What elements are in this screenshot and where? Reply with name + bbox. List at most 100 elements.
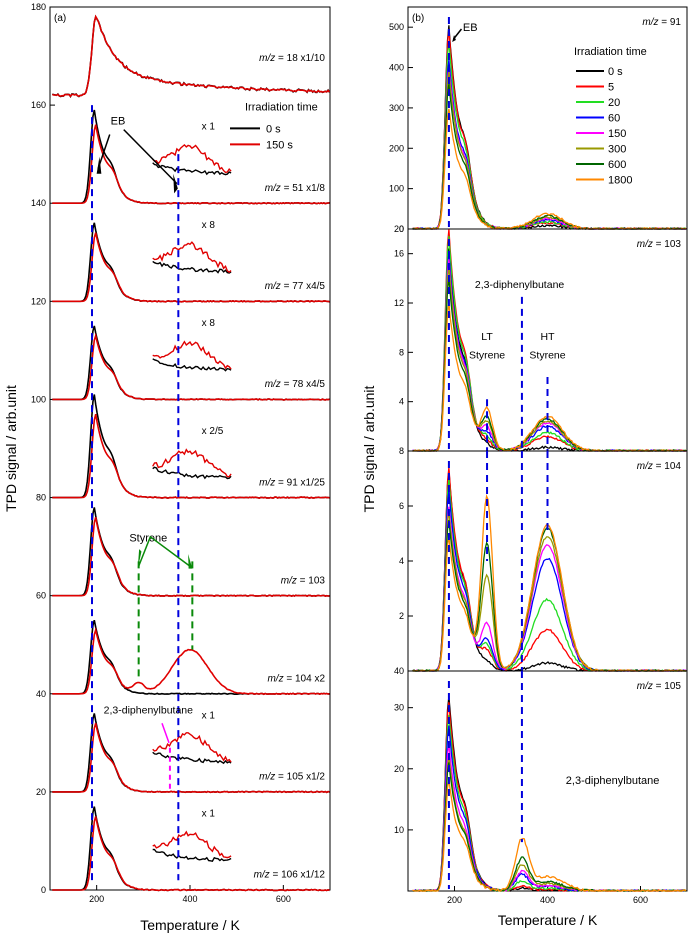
series-line-20: [412, 714, 687, 892]
trace-label-value: = 103: [297, 575, 326, 586]
subplot-label-mz: m/z: [637, 681, 653, 692]
y-tick-label: 4: [399, 556, 404, 566]
subplot-2: 2 4 6 40 m/z = 104: [394, 450, 688, 676]
legend-label: 150: [608, 128, 626, 140]
trace-label-value: = 18 x1/10: [275, 53, 325, 64]
eb-arrow-head: [96, 156, 102, 174]
inset-factor-label: x 1: [202, 122, 216, 133]
subplot-1: 4 8 12 16 8 m/z = 103 2,3-diphenylbutane LT Styr…: [394, 228, 688, 456]
legend-label: 0 s: [608, 66, 623, 78]
trace-label-mz: m/z: [267, 674, 283, 685]
series-line-150s: [52, 232, 330, 303]
y-tick-label: 60: [36, 591, 46, 601]
inset-factor-label: x 8: [202, 220, 216, 231]
series-line-150s: [52, 414, 330, 499]
subplot-label: m/z = 104: [637, 461, 682, 472]
y-tick-label: 160: [31, 100, 46, 110]
x-tick-label: 200: [89, 894, 104, 904]
x-tick-label: 400: [182, 894, 197, 904]
inset-factor-label: x 2/5: [202, 426, 224, 437]
trace-label-mz: m/z: [265, 379, 281, 390]
subplot-label-mz: m/z: [642, 17, 658, 28]
y-tick-label: 20: [394, 764, 404, 774]
legend-title: Irradiation time: [574, 46, 647, 58]
trace-label-mz: m/z: [259, 53, 275, 64]
y-tick-label: 8: [399, 347, 404, 357]
x-tick-label: 600: [633, 895, 648, 905]
series-line-150s: [52, 14, 331, 98]
series-line-150s: [52, 124, 330, 205]
subplot-label-value: = 91: [658, 17, 681, 28]
trace-label-value: = 91 x1/25: [275, 477, 325, 488]
trace-label-mz: m/z: [259, 477, 275, 488]
y-tick-label: 500: [389, 22, 404, 32]
x-tick-label: 200: [447, 895, 462, 905]
y-tick-label: 140: [31, 198, 46, 208]
y-tick-label: 0: [399, 224, 404, 234]
series-line-150s: [52, 517, 330, 597]
trace-label-mz: m/z: [265, 281, 281, 292]
series-line-150s: [52, 332, 330, 401]
inset-line-0s: [152, 260, 232, 274]
subplot-3: 10 20 30 200 400 600 m/z = 105 2,3-diphenylbuta…: [394, 670, 688, 905]
series-line-1800: [412, 780, 687, 892]
trace-label: m/z = 18 x1/10: [259, 53, 325, 64]
y-tick-label: 20: [36, 787, 46, 797]
inset-line-150s: [152, 143, 232, 174]
ht-annotation: HT: [541, 331, 556, 343]
trace-label-mz: m/z: [265, 183, 281, 194]
inset-factor-label: x 1: [202, 808, 216, 819]
trace-label: m/z = 51 x1/8: [265, 183, 326, 194]
trace-label: m/z = 106 x1/12: [254, 870, 326, 881]
series-line-150s: [52, 626, 330, 696]
x-axis-label: Temperature / K: [498, 912, 598, 928]
trace-label-value: = 77 x4/5: [281, 281, 326, 292]
trace-label: m/z = 78 x4/5: [265, 379, 326, 390]
panel-label: (b): [412, 13, 424, 24]
x-tick-label: 400: [540, 895, 555, 905]
styrene-arrow-head: [188, 553, 193, 569]
inset-line-0s: [152, 466, 232, 480]
trace-label-value: = 105 x1/2: [275, 772, 325, 783]
trace-label-mz: m/z: [259, 772, 275, 783]
lt-annotation: Styrene: [469, 350, 505, 362]
series-line-150s: [52, 722, 330, 794]
legend-label: 1800: [608, 175, 632, 187]
trace-label-mz: m/z: [254, 870, 270, 881]
y-tick-label: 16: [394, 249, 404, 259]
trace-label-value: = 106 x1/12: [270, 870, 326, 881]
series-line-5: [412, 28, 687, 230]
y-tick-label: 2: [399, 611, 404, 621]
inset-line-0s: [152, 751, 232, 765]
y-tick-label: 6: [399, 501, 404, 511]
legend-title: Irradiation time: [245, 101, 318, 113]
trace-label-value: = 78 x4/5: [281, 379, 326, 390]
y-tick-label: 8: [399, 446, 404, 456]
subplot-label-value: = 104: [653, 461, 682, 472]
inset-line-150s: [152, 340, 232, 370]
trace-label-mz: m/z: [281, 575, 297, 586]
x-tick-label: 600: [276, 894, 291, 904]
trace-label: m/z = 91 x1/25: [259, 477, 325, 488]
ht-annotation: Styrene: [529, 350, 565, 362]
dpb-annotation: 2,3-diphenylbutane: [475, 279, 564, 291]
y-tick-label: 400: [389, 63, 404, 73]
y-tick-label: 10: [394, 825, 404, 835]
subplot-label-value: = 105: [653, 681, 682, 692]
subplot-0: 0 100 200 300 400 500 20 m/z = 91 EB Irradiation …: [389, 6, 688, 234]
y-tick-label: 300: [389, 103, 404, 113]
y-axis-label: TPD signal / arb.unit: [3, 385, 19, 512]
legend-label: 5: [608, 82, 614, 94]
series-line-150s: [52, 816, 330, 892]
legend-label: 150 s: [266, 139, 293, 151]
trace-label-value: = 51 x1/8: [281, 183, 326, 194]
dpb-annotation: 2,3-diphenylbutane: [566, 775, 660, 787]
eb-annotation: EB: [111, 116, 126, 128]
trace-label: m/z = 77 x4/5: [265, 281, 326, 292]
styrene-arrow: [137, 535, 191, 567]
y-axis-label: TPD signal / arb.unit: [361, 385, 377, 512]
subplot-label-mz: m/z: [637, 461, 653, 472]
trace-label: m/z = 105 x1/2: [259, 772, 325, 783]
trace-label: m/z = 103: [281, 575, 326, 586]
panel-a: 0 20 40 60 80 100 120 140 160 180 200 400 600 Tempera…: [3, 2, 331, 933]
